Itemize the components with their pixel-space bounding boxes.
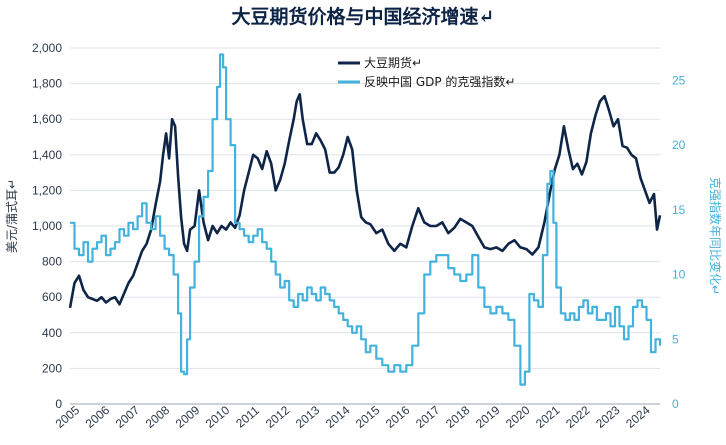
right-y-tick-label: 0 (672, 397, 679, 411)
left-y-tick-label: 2,000 (32, 41, 62, 55)
left-y-tick-label: 800 (42, 255, 62, 269)
soybean-futures-line (68, 93, 662, 309)
left-y-tick-label: 1,000 (32, 219, 62, 233)
keqiang-index-line (70, 53, 662, 386)
x-tick-label: 2019 (473, 403, 503, 431)
left-y-tick-label: 1,400 (32, 148, 62, 162)
x-tick-label: 2006 (83, 403, 113, 431)
x-tick-label: 2011 (233, 403, 262, 431)
chart-title: 大豆期货价格与中国经济增速↵ (232, 5, 495, 28)
left-y-tick-label: 200 (42, 361, 62, 375)
x-tick-labels: 2005 2006 2007 2008 2009 2010 2011 2012 2013 2014… (53, 403, 653, 431)
left-y-tick-label: 1,800 (32, 77, 62, 91)
x-tick-label: 2018 (443, 403, 473, 431)
left-y-tick-label: 400 (42, 326, 62, 340)
right-y-tick-label: 25 (672, 73, 686, 87)
left-y-tick-labels: 0 200 400 600 800 1,000 1,200 1,400 1,600 1,800 2,… (32, 41, 62, 411)
x-tick-label: 2012 (263, 403, 293, 431)
x-tick-label: 2024 (623, 403, 653, 431)
x-tick-label: 2008 (143, 403, 173, 431)
x-tick-label: 2022 (563, 403, 593, 431)
left-y-tick-label: 1,200 (32, 183, 62, 197)
legend-label-soybean: 大豆期货↵ (364, 55, 422, 70)
right-y-tick-label: 10 (672, 268, 686, 282)
x-tick-label: 2023 (593, 403, 623, 431)
right-y-tick-labels: 0 5 10 15 20 25 (672, 73, 686, 411)
x-tick-label: 2010 (203, 403, 233, 431)
x-tick-label: 2017 (413, 403, 443, 431)
left-y-tick-label: 1,600 (32, 112, 62, 126)
x-tick-label: 2009 (173, 403, 203, 431)
right-y-tick-label: 20 (672, 138, 686, 152)
left-y-tick-label: 0 (55, 397, 62, 411)
x-tick-label: 2016 (383, 403, 413, 431)
right-y-tick-label: 15 (672, 203, 686, 217)
x-tick-label: 2013 (293, 403, 323, 431)
legend: 大豆期货↵ 反映中国 GDP 的克强指数↵ (338, 55, 515, 89)
x-tick-label: 2020 (503, 403, 533, 431)
left-y-tick-label: 600 (42, 290, 62, 304)
right-y-tick-label: 5 (672, 332, 679, 346)
left-y-axis-label: 美元/蒲式耳↵ (5, 179, 19, 253)
x-tick-label: 2014 (323, 403, 353, 431)
x-tick-label: 2021 (533, 403, 563, 431)
x-tick-label: 2015 (353, 403, 383, 431)
x-tick-label: 2007 (113, 403, 143, 431)
legend-label-keqiang: 反映中国 GDP 的克强指数↵ (364, 74, 515, 89)
gridlines (70, 47, 660, 369)
series-lines (68, 53, 662, 386)
right-y-axis-label: 克强指数年同比变化↵ (708, 177, 723, 295)
